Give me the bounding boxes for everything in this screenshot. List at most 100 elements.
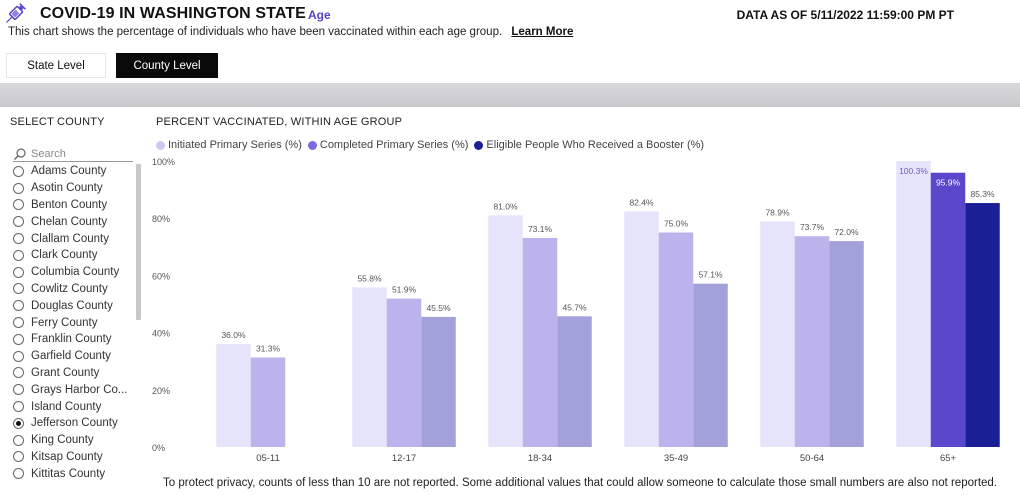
bar[interactable] xyxy=(522,237,558,447)
privacy-footnote: To protect privacy, counts of less than … xyxy=(163,477,998,489)
county-item[interactable]: Cowlitz County xyxy=(13,281,135,298)
county-item[interactable]: Asotin County xyxy=(13,180,135,197)
data-label: 82.4% xyxy=(629,197,654,207)
tab-state-level[interactable]: State Level xyxy=(6,53,106,78)
bar[interactable] xyxy=(930,172,966,447)
radio-button[interactable] xyxy=(13,165,24,177)
data-label: 57.1% xyxy=(698,270,723,280)
county-label: Grays Harbor Co... xyxy=(31,383,128,396)
radio-button[interactable] xyxy=(13,350,24,362)
legend-item-completed[interactable]: Completed Primary Series (%) xyxy=(307,139,468,151)
radio-button[interactable] xyxy=(13,300,24,312)
county-item[interactable]: Kittitas County xyxy=(13,465,135,482)
header: COVID-19 IN WASHINGTON STATE Age DATA AS… xyxy=(0,0,1020,48)
county-list-scrollbar[interactable] xyxy=(136,164,141,320)
radio-button[interactable] xyxy=(13,216,24,228)
data-label: 31.3% xyxy=(256,343,281,353)
data-label: 73.7% xyxy=(800,222,825,232)
data-label: 85.3% xyxy=(970,189,995,199)
county-item[interactable]: Franklin County xyxy=(13,331,135,348)
bar[interactable] xyxy=(624,211,659,447)
slicer-title: SELECT COUNTY xyxy=(10,116,105,128)
county-label: Jefferson County xyxy=(31,417,118,430)
county-item[interactable]: Ferry County xyxy=(13,314,135,331)
county-item[interactable]: King County xyxy=(13,432,135,449)
county-item[interactable]: Kitsap County xyxy=(13,449,135,466)
county-item[interactable]: Adams County xyxy=(13,163,135,180)
bar[interactable] xyxy=(658,232,694,448)
bar[interactable] xyxy=(829,241,864,447)
county-label: Chelan County xyxy=(31,215,108,228)
radio-button[interactable] xyxy=(13,333,24,345)
page-subtitle: Age xyxy=(308,8,331,22)
county-item[interactable]: Clallam County xyxy=(13,230,135,247)
legend-dot-initiated xyxy=(156,140,165,150)
county-item[interactable]: Benton County xyxy=(13,197,135,214)
county-item[interactable]: Garfield County xyxy=(13,348,135,365)
data-label: 45.5% xyxy=(426,303,451,313)
radio-button[interactable] xyxy=(13,199,24,211)
county-label: Asotin County xyxy=(31,182,103,195)
radio-button[interactable] xyxy=(13,367,24,379)
radio-button[interactable] xyxy=(13,283,24,295)
bar[interactable] xyxy=(421,316,456,447)
radio-button[interactable] xyxy=(13,401,24,413)
bar[interactable] xyxy=(352,287,387,447)
data-label: 100.3% xyxy=(899,166,928,176)
search-icon xyxy=(14,148,26,160)
description: This chart shows the percentage of indiv… xyxy=(8,26,573,38)
county-item[interactable]: Jefferson County xyxy=(13,415,135,432)
radio-button[interactable] xyxy=(13,317,24,329)
data-label: 73.1% xyxy=(528,224,553,234)
county-item[interactable]: Douglas County xyxy=(13,297,135,314)
bar[interactable] xyxy=(386,298,422,447)
bar[interactable] xyxy=(216,344,251,447)
county-item[interactable]: Island County xyxy=(13,398,135,415)
county-label: Kitsap County xyxy=(31,450,103,463)
county-label: Benton County xyxy=(31,198,108,211)
data-label: 81.0% xyxy=(493,201,518,211)
content-panel: SELECT COUNTY Search Adams County Asotin … xyxy=(0,107,1020,495)
chart-legend: Initiated Primary Series (%) Completed P… xyxy=(156,139,710,151)
county-item[interactable]: Grays Harbor Co... xyxy=(13,381,135,398)
legend-item-booster[interactable]: Eligible People Who Received a Booster (… xyxy=(474,139,704,151)
learn-more-link[interactable]: Learn More xyxy=(511,26,574,38)
radio-button[interactable] xyxy=(13,384,24,396)
data-label: 72.0% xyxy=(834,227,859,237)
tab-county-level[interactable]: County Level xyxy=(116,53,218,78)
bar[interactable] xyxy=(557,316,592,447)
search-input[interactable]: Search xyxy=(13,147,133,162)
county-label: King County xyxy=(31,434,94,447)
x-tick-label: 35-49 xyxy=(664,453,688,464)
radio-button[interactable] xyxy=(13,233,24,245)
radio-button[interactable] xyxy=(13,417,24,429)
county-item[interactable]: Grant County xyxy=(13,365,135,382)
county-item[interactable]: Clark County xyxy=(13,247,135,264)
radio-button[interactable] xyxy=(13,266,24,278)
county-item[interactable]: Columbia County xyxy=(13,264,135,281)
y-tick-label: 0% xyxy=(152,443,165,453)
radio-button[interactable] xyxy=(13,182,24,194)
bar[interactable] xyxy=(965,203,1000,447)
syringe-icon xyxy=(6,3,26,23)
legend-item-initiated[interactable]: Initiated Primary Series (%) xyxy=(156,139,302,151)
y-tick-label: 100% xyxy=(152,157,175,167)
county-label: Clallam County xyxy=(31,232,109,245)
bar[interactable] xyxy=(760,221,795,447)
data-label: 75.0% xyxy=(664,219,689,229)
bar[interactable] xyxy=(488,215,523,447)
bar[interactable] xyxy=(693,283,728,447)
bar[interactable] xyxy=(250,357,286,447)
county-label: Adams County xyxy=(31,165,107,178)
radio-button[interactable] xyxy=(13,434,24,446)
radio-button[interactable] xyxy=(13,249,24,261)
bar[interactable] xyxy=(794,236,830,447)
bar[interactable] xyxy=(896,161,931,447)
county-list: Adams County Asotin County Benton County Ch… xyxy=(13,163,135,495)
radio-button[interactable] xyxy=(13,468,24,480)
data-as-of: DATA AS OF 5/11/2022 11:59:00 PM PT xyxy=(736,8,954,22)
radio-button[interactable] xyxy=(13,451,24,463)
county-label: Grant County xyxy=(31,366,100,379)
county-item[interactable]: Chelan County xyxy=(13,213,135,230)
county-label: Cowlitz County xyxy=(31,282,108,295)
